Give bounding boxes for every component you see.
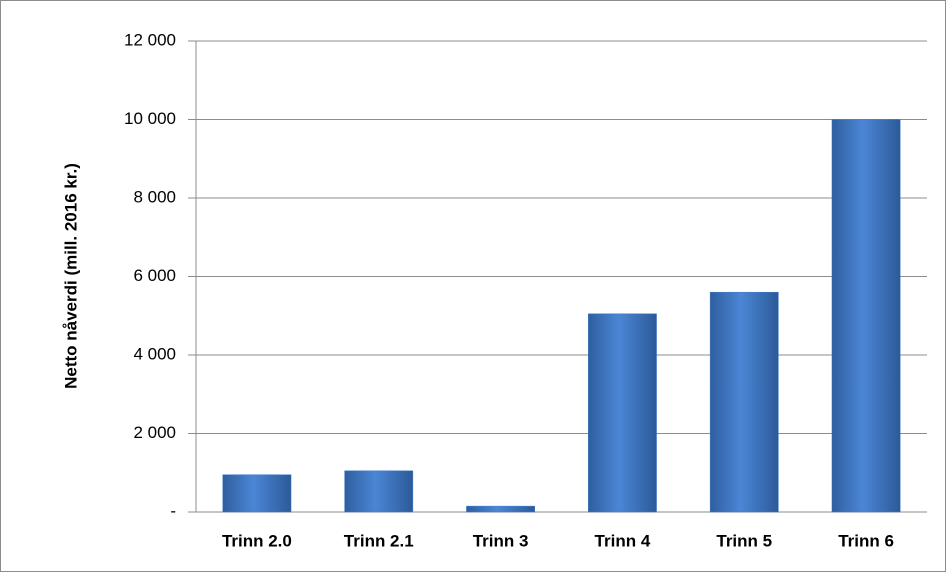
bar: [222, 474, 292, 513]
y-axis-label: Netto nåverdi (mill. 2016 kr.): [61, 163, 80, 389]
x-tick-label: Trinn 2.0: [222, 531, 292, 550]
y-tick-label: 12 000: [124, 30, 176, 49]
bar: [344, 470, 414, 513]
x-tick-label: Trinn 4: [595, 531, 651, 550]
x-tick-label: Trinn 3: [473, 531, 529, 550]
y-tick-label: 6 000: [133, 266, 176, 285]
bar: [709, 291, 779, 513]
bar: [466, 505, 535, 513]
x-tick-label: Trinn 5: [716, 531, 772, 550]
y-tick-label: 4 000: [133, 344, 176, 363]
y-tick-label: -: [170, 501, 176, 520]
x-tick-label: Trinn 6: [838, 531, 894, 550]
bar: [831, 119, 901, 513]
bar: [588, 313, 657, 513]
y-tick-label: 10 000: [124, 109, 176, 128]
x-tick-label: Trinn 2.1: [344, 531, 414, 550]
y-tick-label: 2 000: [133, 423, 176, 442]
y-tick-label: 8 000: [133, 187, 176, 206]
